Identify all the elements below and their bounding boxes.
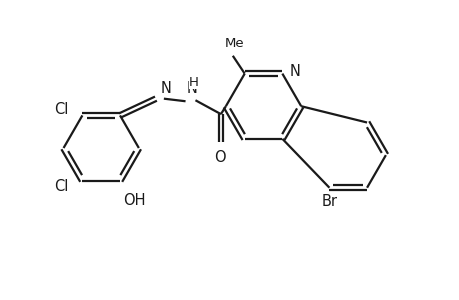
Text: Cl: Cl xyxy=(54,179,68,194)
Text: Cl: Cl xyxy=(54,102,68,117)
Text: Br: Br xyxy=(321,194,337,209)
Text: H: H xyxy=(188,76,198,89)
Text: OH: OH xyxy=(123,193,145,208)
Text: Me: Me xyxy=(224,37,244,50)
Text: O: O xyxy=(213,150,225,165)
Text: N: N xyxy=(289,64,300,79)
Text: N: N xyxy=(186,81,197,96)
Text: N: N xyxy=(161,81,171,96)
